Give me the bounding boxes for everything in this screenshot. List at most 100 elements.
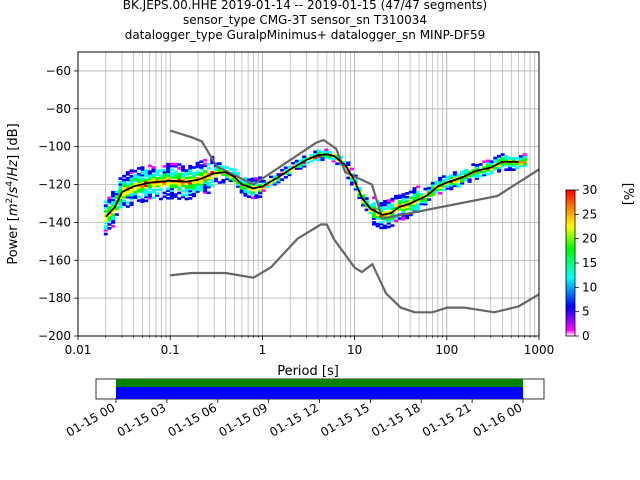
density-cell <box>401 206 406 210</box>
density-cell <box>394 215 399 219</box>
density-cell <box>232 177 237 181</box>
density-cell <box>349 182 354 186</box>
density-cell <box>129 190 134 193</box>
density-cell <box>302 161 307 164</box>
density-cell <box>265 185 270 188</box>
density-cell <box>151 185 156 188</box>
density-cell <box>136 172 141 176</box>
density-cell <box>471 172 476 176</box>
density-cell <box>405 214 410 218</box>
density-cell <box>122 201 127 205</box>
density-cell <box>412 206 417 209</box>
density-cell <box>103 200 108 204</box>
density-cell <box>482 169 487 173</box>
density-cell <box>111 192 116 196</box>
density-cell <box>140 181 145 185</box>
density-cell <box>272 175 277 178</box>
density-cell <box>166 189 171 192</box>
density-cell <box>496 154 501 158</box>
density-cell <box>401 195 406 198</box>
density-cell <box>173 185 178 189</box>
density-cell <box>169 189 174 192</box>
density-cell <box>460 180 465 183</box>
density-cell <box>379 203 384 207</box>
density-cell <box>169 191 174 194</box>
density-cell <box>438 182 443 186</box>
density-cell <box>136 182 141 185</box>
density-cell <box>250 179 255 183</box>
density-cell <box>438 180 443 184</box>
density-cell <box>349 180 354 184</box>
density-cell <box>478 170 483 174</box>
density-cell <box>375 207 380 211</box>
density-cell <box>390 199 395 203</box>
density-cell <box>177 187 182 191</box>
density-cell <box>191 173 196 177</box>
colorbar-tick-label: 25 <box>582 207 597 221</box>
density-cell <box>151 179 156 182</box>
density-cell <box>361 194 366 198</box>
density-cell <box>133 194 138 198</box>
density-cell <box>129 180 134 184</box>
density-cell <box>463 170 468 174</box>
density-cell <box>283 168 288 171</box>
density-cell <box>449 185 454 189</box>
density-cell <box>136 174 141 178</box>
density-cell <box>500 157 505 160</box>
density-cell <box>155 182 160 186</box>
density-cell <box>316 158 321 162</box>
density-cell <box>111 194 116 198</box>
density-cell <box>107 217 112 221</box>
density-cell <box>452 176 457 180</box>
density-cell <box>191 185 196 188</box>
density-cell <box>173 176 178 179</box>
density-cell <box>258 184 263 187</box>
density-cell <box>427 190 432 194</box>
density-cell <box>147 172 152 175</box>
density-cell <box>331 157 336 161</box>
density-cell <box>401 197 406 200</box>
colorbar-tick-label: 0 <box>582 329 590 343</box>
density-cell <box>434 180 439 184</box>
density-cell <box>265 183 270 187</box>
density-cell <box>188 187 193 191</box>
density-cell <box>386 203 391 206</box>
density-cell <box>390 203 395 207</box>
density-cell <box>390 216 395 220</box>
density-cell <box>180 165 185 168</box>
density-cell <box>103 221 108 224</box>
density-cell <box>195 180 200 184</box>
density-cell <box>144 195 149 199</box>
density-cell <box>140 200 145 203</box>
density-cell <box>522 157 527 160</box>
density-cell <box>346 163 351 167</box>
density-cell <box>504 162 509 166</box>
density-cell <box>405 199 410 203</box>
density-cell <box>401 210 406 213</box>
density-cell <box>202 164 207 168</box>
density-cell <box>397 200 402 203</box>
density-cell <box>177 185 182 189</box>
density-cell <box>155 194 160 197</box>
density-cell <box>184 190 189 193</box>
density-cell <box>504 158 509 162</box>
density-cell <box>151 175 156 179</box>
density-cell <box>427 194 432 198</box>
density-cell <box>460 172 465 176</box>
density-cell <box>247 195 252 198</box>
density-cell <box>346 176 351 180</box>
density-cell <box>430 183 435 187</box>
density-cell <box>188 181 193 185</box>
y-tick-label: −100 <box>38 140 71 154</box>
density-cell <box>129 197 134 201</box>
density-cell <box>390 212 395 216</box>
density-cell <box>191 188 196 192</box>
density-cell <box>202 185 207 188</box>
density-cell <box>177 163 182 166</box>
colorbar-tick-label: 15 <box>582 256 597 270</box>
density-cell <box>129 182 134 186</box>
density-cell <box>166 187 171 191</box>
density-cell <box>478 174 483 178</box>
density-cell <box>276 178 281 182</box>
